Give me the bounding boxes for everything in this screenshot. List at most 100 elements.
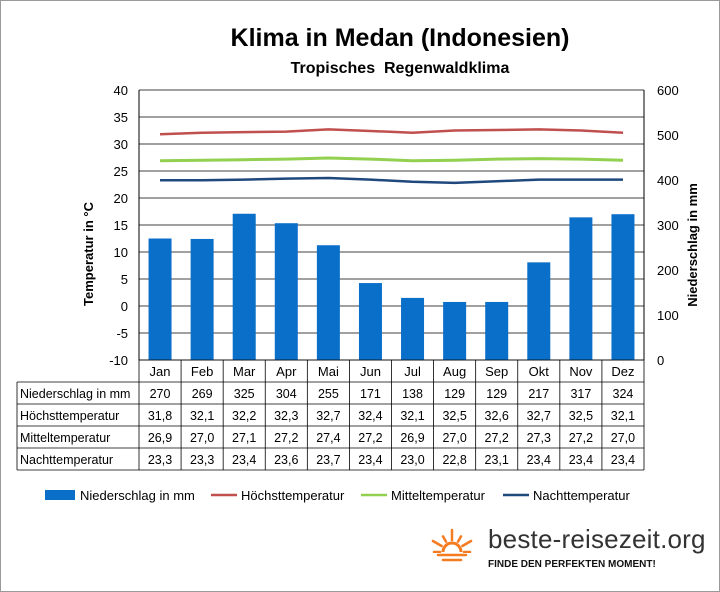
x-tick-label: Mar [233,364,256,379]
legend-label: Nachttemperatur [533,488,630,503]
table-cell: 324 [613,387,634,401]
table-cell: 217 [528,387,549,401]
table-cell: 27,0 [611,431,635,445]
table-cell: 23,4 [232,453,256,467]
table-cell: 32,2 [232,409,256,423]
table-cell: 138 [402,387,423,401]
table-cell: 255 [318,387,339,401]
brand-tagline: FINDE DEN PERFEKTEN MOMENT! [488,559,656,570]
y-left-tick-label: 15 [114,218,128,233]
table-cell: 31,8 [148,409,172,423]
table-cell: 270 [150,387,171,401]
table-cell: 23,0 [400,453,424,467]
brand-logo: beste-reisezeit.org FINDE DEN PERFEKTEN … [428,522,718,582]
y-left-tick-label: -10 [109,353,128,368]
legend: Niederschlag in mm Höchsttemperatur Mittel… [45,488,630,503]
y-left-tick-label: 20 [114,191,128,206]
table-cell: 27,2 [569,431,593,445]
table-cell: 23,4 [611,453,635,467]
table-row-header: Höchsttemperatur [20,409,119,423]
sun-arc [441,541,463,553]
table-cell: 23,7 [316,453,340,467]
table-cell: 27,0 [190,431,214,445]
table-row-header: Mitteltemperatur [20,431,110,445]
y-axis-left-title: Temperatur in °C [81,201,96,306]
y-left-tick-label: 30 [114,137,128,152]
table-cell: 32,4 [358,409,382,423]
table-cell: 32,7 [316,409,340,423]
y-left-tick-label: 5 [121,272,128,287]
sun-ray [456,535,463,543]
x-tick-label: Mai [318,364,339,379]
table-cell: 27,2 [274,431,298,445]
data-table: Jan Feb Mar Apr Mai Jun Jul Aug Sep Okt Nov Dez Nied… [16,359,645,471]
sun-ray [461,539,473,548]
table-cell: 325 [234,387,255,401]
sun-ray [441,535,448,543]
table-cell: 26,9 [400,431,424,445]
y-left-tick-label: 25 [114,164,128,179]
brand-name: beste-reisezeit.org [488,524,706,554]
table-cell: 269 [192,387,213,401]
precip-bar [148,238,172,360]
y-axis-right-title: Niederschlag in mm [685,183,700,307]
chart-subtitle: Tropisches Regenwaldklima [291,60,510,77]
y-left-tick-label: 0 [121,299,128,314]
y-right-tick-label: 400 [657,173,679,188]
y-right-tick-label: 0 [657,353,664,368]
table-cell: 23,6 [274,453,298,467]
legend-swatch-bar [45,490,75,500]
table-cell: 32,1 [611,409,635,423]
table-cell: 317 [570,387,591,401]
max-temp-line [159,128,624,136]
night-temp-line [160,176,623,185]
y-right-tick-label: 600 [657,83,679,98]
plot-area: 40 35 30 25 20 15 10 5 0 -5 -10 600 500 400 300 200 100 0 [109,83,679,368]
table-cell: 32,1 [400,409,424,423]
y-right-tick-label: 300 [657,218,679,233]
y-left-tick-label: 40 [114,83,128,98]
precip-bar [611,214,635,360]
table-cell: 32,1 [190,409,214,423]
precip-bar [443,301,467,360]
sun-icon [428,528,480,574]
table-cell: 22,8 [442,453,466,467]
table-cell: 27,2 [485,431,509,445]
sun-horizon-mask [428,553,480,574]
table-cell: 304 [276,387,297,401]
y-right-tick-label: 500 [657,128,679,143]
table-cell: 27,4 [316,431,340,445]
x-tick-label: Okt [529,364,550,379]
table-row-header: Niederschlag in mm [20,387,130,401]
precip-bar [232,213,256,360]
table-cell: 23,4 [358,453,382,467]
mean-temp-line [159,156,624,163]
precip-bar [401,297,425,360]
x-tick-label: Nov [569,364,593,379]
precip-bar [316,245,340,360]
y-left-tick-label: 10 [114,245,128,260]
y-left-tick-label: 35 [114,110,128,125]
table-cell: 32,6 [485,409,509,423]
table-cell: 26,9 [148,431,172,445]
table-cell: 32,3 [274,409,298,423]
chart-title: Klima in Medan (Indonesien) [231,24,570,52]
table-cell: 23,1 [485,453,509,467]
table-cell: 23,4 [569,453,593,467]
table-cell: 32,5 [569,409,593,423]
precip-bar [358,283,382,360]
y-right-tick-label: 200 [657,263,679,278]
table-cell: 171 [360,387,381,401]
legend-label: Niederschlag in mm [80,488,195,503]
precip-bar [569,217,593,360]
table-row-header: Nachttemperatur [20,453,113,467]
table-cell: 23,3 [148,453,172,467]
x-tick-label: Jul [404,364,421,379]
table-cell: 32,5 [442,409,466,423]
x-tick-label: Feb [191,364,213,379]
table-cell: 27,3 [527,431,551,445]
table-cell: 32,7 [527,409,551,423]
table-cell: 27,2 [358,431,382,445]
x-tick-label: Jun [360,364,381,379]
